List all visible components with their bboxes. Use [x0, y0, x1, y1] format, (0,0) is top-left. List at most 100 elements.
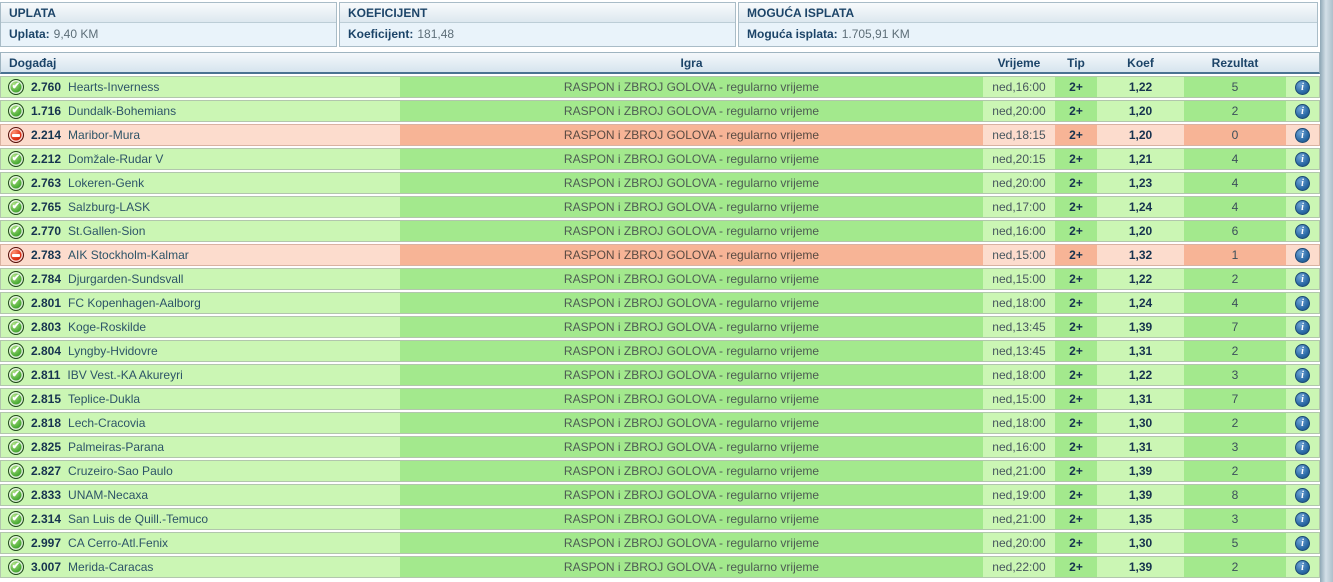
status-won-icon [8, 367, 24, 383]
info-cell: i [1286, 269, 1319, 289]
game-cell: RASPON i ZBROJ GOLOVA - regularno vrijem… [400, 437, 983, 457]
event-code: 2.314 [31, 512, 62, 526]
event-cell: 2.825 Palmeiras-Parana [1, 437, 400, 457]
game-cell: RASPON i ZBROJ GOLOVA - regularno vrijem… [400, 77, 983, 97]
event-code: 2.765 [31, 200, 62, 214]
status-won-icon [8, 151, 24, 167]
event-code: 2.214 [31, 128, 62, 142]
result-cell: 5 [1184, 533, 1286, 553]
result-cell: 4 [1184, 149, 1286, 169]
koef-cell: 1,39 [1097, 557, 1184, 577]
event-cell: 2.818 Lech-Cracovia [1, 413, 400, 433]
koeficijent-label: Koeficijent: [348, 27, 414, 41]
event-name: Maribor-Mura [68, 128, 141, 142]
time-cell: ned,22:00 [983, 557, 1055, 577]
koef-cell: 1,30 [1097, 413, 1184, 433]
info-icon[interactable]: i [1295, 175, 1310, 191]
tip-cell: 2+ [1055, 293, 1097, 313]
event-row: 2.803 Koge-Roskilde RASPON i ZBROJ GOLOV… [0, 316, 1320, 338]
status-won-icon [8, 511, 24, 527]
info-icon[interactable]: i [1295, 511, 1310, 527]
event-code: 2.818 [31, 416, 62, 430]
game-cell: RASPON i ZBROJ GOLOVA - regularno vrijem… [400, 365, 983, 385]
time-cell: ned,20:15 [983, 149, 1055, 169]
column-header-igra: Igra [680, 55, 703, 70]
koeficijent-value: 181,48 [417, 27, 455, 41]
event-cell: 2.212 Domžale-Rudar V [1, 149, 400, 169]
info-cell: i [1286, 533, 1319, 553]
event-code: 2.784 [31, 272, 62, 286]
event-row: 2.815 Teplice-Dukla RASPON i ZBROJ GOLOV… [0, 388, 1320, 410]
moguca-isplata-panel-title: MOGUĆA ISPLATA [739, 3, 1317, 23]
result-cell: 7 [1184, 389, 1286, 409]
info-icon[interactable]: i [1295, 295, 1310, 311]
koef-cell: 1,39 [1097, 317, 1184, 337]
koeficijent-value-row: Koeficijent: 181,48 [340, 23, 735, 46]
info-icon[interactable]: i [1295, 487, 1310, 503]
time-cell: ned,18:15 [983, 125, 1055, 145]
event-cell: 2.765 Salzburg-LASK [1, 197, 400, 217]
event-code: 1.716 [31, 104, 62, 118]
event-name: Lyngby-Hvidovre [68, 344, 158, 358]
info-cell: i [1286, 173, 1319, 193]
event-cell: 2.804 Lyngby-Hvidovre [1, 341, 400, 361]
info-icon[interactable]: i [1295, 391, 1310, 407]
result-cell: 2 [1184, 461, 1286, 481]
info-icon[interactable]: i [1295, 79, 1310, 95]
tip-cell: 2+ [1055, 317, 1097, 337]
info-icon[interactable]: i [1295, 199, 1310, 215]
time-cell: ned,17:00 [983, 197, 1055, 217]
column-header-tip: Tip [1067, 55, 1085, 70]
event-row: 2.833 UNAM-Necaxa RASPON i ZBROJ GOLOVA … [0, 484, 1320, 506]
moguca-isplata-panel: MOGUĆA ISPLATA Moguća isplata: 1.705,91 K… [738, 2, 1318, 47]
event-code: 2.827 [31, 464, 62, 478]
event-name: Lech-Cracovia [68, 416, 146, 430]
info-icon[interactable]: i [1295, 463, 1310, 479]
info-icon[interactable]: i [1295, 151, 1310, 167]
result-cell: 2 [1184, 557, 1286, 577]
koef-cell: 1,24 [1097, 293, 1184, 313]
tip-cell: 2+ [1055, 197, 1097, 217]
koef-cell: 1,39 [1097, 485, 1184, 505]
tip-cell: 2+ [1055, 509, 1097, 529]
info-icon[interactable]: i [1295, 319, 1310, 335]
koef-cell: 1,21 [1097, 149, 1184, 169]
koeficijent-panel: KOEFICIJENT Koeficijent: 181,48 [339, 2, 736, 47]
info-icon[interactable]: i [1295, 127, 1310, 143]
event-name: Lokeren-Genk [68, 176, 145, 190]
info-icon[interactable]: i [1295, 559, 1310, 575]
info-icon[interactable]: i [1295, 271, 1310, 287]
event-cell: 2.763 Lokeren-Genk [1, 173, 400, 193]
event-row: 2.827 Cruzeiro-Sao Paulo RASPON i ZBROJ … [0, 460, 1320, 482]
event-name: Palmeiras-Parana [68, 440, 165, 454]
uplata-value: 9,40 KM [53, 27, 99, 41]
info-icon[interactable]: i [1295, 439, 1310, 455]
event-code: 2.763 [31, 176, 62, 190]
status-won-icon [8, 463, 24, 479]
tip-cell: 2+ [1055, 101, 1097, 121]
event-row: 2.801 FC Kopenhagen-Aalborg RASPON i ZBR… [0, 292, 1320, 314]
event-row: 2.825 Palmeiras-Parana RASPON i ZBROJ GO… [0, 436, 1320, 458]
status-won-icon [8, 559, 24, 575]
game-cell: RASPON i ZBROJ GOLOVA - regularno vrijem… [400, 485, 983, 505]
info-icon[interactable]: i [1295, 367, 1310, 383]
info-icon[interactable]: i [1295, 415, 1310, 431]
event-cell: 2.314 San Luis de Quill.-Temuco [1, 509, 400, 529]
info-icon[interactable]: i [1295, 103, 1310, 119]
tip-cell: 2+ [1055, 269, 1097, 289]
events-table: Događaj Igra Vrijeme Tip Koef Rezultat 2… [0, 52, 1320, 578]
info-icon[interactable]: i [1295, 247, 1310, 263]
event-name: Merida-Caracas [68, 560, 154, 574]
status-won-icon [8, 271, 24, 287]
event-code: 2.770 [31, 224, 62, 238]
event-code: 2.783 [31, 248, 62, 262]
event-name: IBV Vest.-KA Akureyri [67, 368, 183, 382]
result-cell: 2 [1184, 269, 1286, 289]
result-cell: 3 [1184, 365, 1286, 385]
status-lost-icon [8, 127, 24, 143]
info-icon[interactable]: i [1295, 343, 1310, 359]
time-cell: ned,18:00 [983, 365, 1055, 385]
info-icon[interactable]: i [1295, 535, 1310, 551]
events-table-header: Događaj Igra Vrijeme Tip Koef Rezultat [0, 52, 1320, 74]
info-icon[interactable]: i [1295, 223, 1310, 239]
